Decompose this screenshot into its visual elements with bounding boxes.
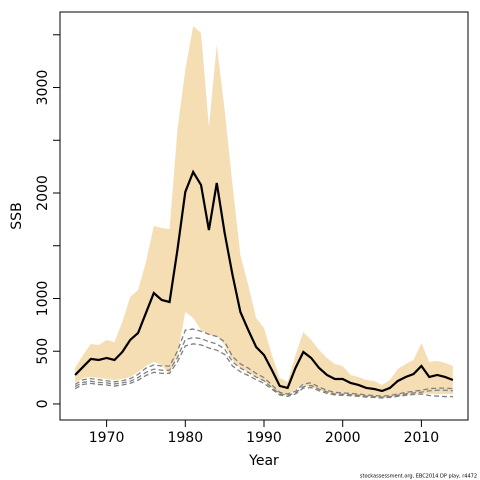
confidence-band xyxy=(75,26,453,398)
y-tick-label: 500 xyxy=(35,338,51,365)
footer: stockassessment.org, EBC2014 DP play, r4… xyxy=(360,474,477,480)
x-axis-label: Year xyxy=(248,453,279,469)
dashed-line xyxy=(74,343,453,399)
ssb-line xyxy=(74,169,454,393)
x-tick-label: 2010 xyxy=(404,430,440,446)
y-tick-label: 0 xyxy=(35,400,51,409)
x-tick-label: 1970 xyxy=(89,430,125,446)
x-tick-label: 2000 xyxy=(325,430,361,446)
y-tick-label: 1000 xyxy=(35,281,51,317)
x-tick-label: 1980 xyxy=(167,430,203,446)
y-axis-label: SSB xyxy=(9,202,25,229)
x-tick-label: 1990 xyxy=(246,430,282,446)
y-tick-label: 3000 xyxy=(35,70,51,106)
dashed-line xyxy=(74,336,453,398)
y-tick-label: 2000 xyxy=(35,175,51,211)
dashed-line xyxy=(74,328,453,397)
